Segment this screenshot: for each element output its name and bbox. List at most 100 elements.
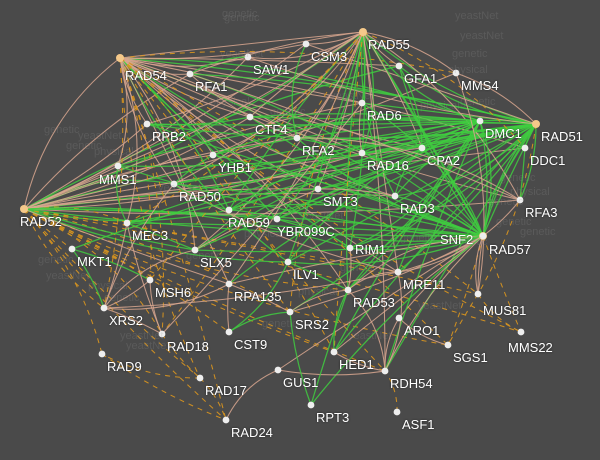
edge-coexpression[interactable] (289, 311, 312, 406)
node-mms1[interactable] (114, 162, 122, 170)
edge-genetic[interactable] (23, 208, 73, 250)
edge-genetic[interactable] (161, 333, 201, 379)
edge-physical[interactable] (475, 235, 484, 295)
edge-physical[interactable] (228, 283, 291, 313)
edge-genetic[interactable] (119, 57, 201, 379)
edge-physical[interactable] (103, 283, 230, 310)
edge-physical[interactable] (119, 57, 230, 285)
edge-genetic[interactable] (149, 31, 364, 281)
edge-physical[interactable] (161, 102, 363, 335)
edge-coexpression[interactable] (228, 188, 319, 211)
node-cpa2[interactable] (418, 144, 426, 152)
edge-coexpression[interactable] (194, 120, 481, 251)
edge-physical[interactable] (289, 289, 349, 313)
edge-coexpression[interactable] (519, 147, 526, 201)
node-slx5[interactable] (191, 246, 199, 254)
edge-physical[interactable] (362, 31, 521, 201)
edge-coexpression[interactable] (349, 120, 481, 249)
edge-coexpression[interactable] (71, 248, 105, 309)
edge-coexpression[interactable] (71, 248, 151, 281)
edge-coexpression[interactable] (310, 235, 484, 406)
node-rad57[interactable] (479, 232, 487, 240)
edge-physical[interactable] (126, 222, 163, 335)
edge-coexpression[interactable] (173, 183, 484, 237)
edge-physical[interactable] (194, 188, 319, 251)
edge-genetic[interactable] (119, 57, 152, 281)
edge-coexpression[interactable] (347, 120, 481, 291)
edge-coexpression[interactable] (287, 261, 349, 291)
node-rad6[interactable] (358, 99, 366, 107)
edge-physical[interactable] (23, 208, 230, 285)
node-rfa3[interactable] (516, 196, 524, 204)
edge-physical[interactable] (225, 369, 279, 421)
edge-physical[interactable] (398, 317, 449, 346)
edge-genetic[interactable] (289, 31, 364, 313)
node-asf1[interactable] (393, 408, 401, 416)
edge-physical[interactable] (397, 235, 484, 273)
node-aro1[interactable] (395, 314, 403, 322)
edge-genetic[interactable] (101, 353, 227, 421)
edge-coexpression[interactable] (212, 154, 484, 237)
node-xrs2[interactable] (100, 304, 108, 312)
edge-physical[interactable] (333, 351, 386, 372)
edge-genetic[interactable] (362, 31, 526, 149)
edge-genetic[interactable] (199, 377, 227, 421)
edge-coexpression[interactable] (362, 31, 537, 125)
edge-physical[interactable] (103, 249, 196, 309)
edge-genetic[interactable] (23, 208, 291, 313)
node-rad59[interactable] (225, 206, 233, 214)
node-rad55[interactable] (359, 28, 367, 36)
node-gfa1[interactable] (395, 62, 403, 70)
edge-genetic[interactable] (23, 208, 151, 281)
node-rad9[interactable] (98, 350, 106, 358)
node-mre11[interactable] (394, 268, 402, 276)
edge-coexpression[interactable] (482, 123, 537, 237)
node-rpa135[interactable] (225, 280, 233, 288)
edge-physical[interactable] (119, 57, 175, 185)
edge-physical[interactable] (23, 57, 121, 210)
edge-coexpression[interactable] (479, 120, 492, 237)
edge-physical[interactable] (119, 31, 364, 59)
edge-coexpression[interactable] (296, 137, 484, 237)
node-rad53[interactable] (344, 286, 352, 294)
edge-physical[interactable] (103, 222, 128, 309)
edge-coexpression[interactable] (117, 118, 481, 167)
node-rad51[interactable] (532, 120, 540, 128)
node-rfa1[interactable] (186, 70, 194, 78)
edge-physical[interactable] (189, 31, 364, 75)
edge-coexpression[interactable] (333, 120, 481, 353)
edge-coexpression[interactable] (333, 289, 349, 353)
edge-coexpression[interactable] (384, 123, 537, 372)
edge-genetic[interactable] (23, 208, 201, 379)
node-rad3[interactable] (391, 192, 399, 200)
edge-genetic[interactable] (447, 235, 484, 346)
edge-coexpression[interactable] (126, 222, 196, 251)
node-msh6[interactable] (146, 276, 154, 284)
edge-physical[interactable] (212, 31, 364, 156)
node-rdh54[interactable] (381, 367, 389, 375)
edge-coexpression[interactable] (173, 120, 481, 185)
edge-physical[interactable] (189, 73, 521, 201)
edge-genetic[interactable] (119, 57, 386, 372)
node-rad16[interactable] (358, 149, 366, 157)
edge-coexpression[interactable] (173, 183, 230, 211)
edge-genetic[interactable] (23, 208, 227, 421)
edge-coexpression[interactable] (119, 57, 351, 249)
node-rad52[interactable] (20, 205, 28, 213)
edge-physical[interactable] (119, 56, 249, 67)
edge-genetic[interactable] (119, 57, 522, 333)
edge-genetic[interactable] (23, 208, 105, 309)
edge-physical[interactable] (362, 31, 457, 74)
edge-coexpression[interactable] (345, 31, 364, 291)
edge-physical[interactable] (362, 31, 423, 149)
node-srs2[interactable] (286, 308, 294, 316)
edge-genetic[interactable] (23, 208, 335, 353)
edge-coexpression[interactable] (173, 123, 537, 185)
edge-coexpression[interactable] (228, 261, 289, 333)
edge-physical[interactable] (455, 72, 485, 295)
node-rfa2[interactable] (293, 134, 301, 142)
edge-physical[interactable] (146, 31, 364, 125)
edge-physical[interactable] (119, 57, 319, 190)
edge-genetic[interactable] (101, 353, 201, 379)
edge-coexpression[interactable] (287, 123, 537, 263)
